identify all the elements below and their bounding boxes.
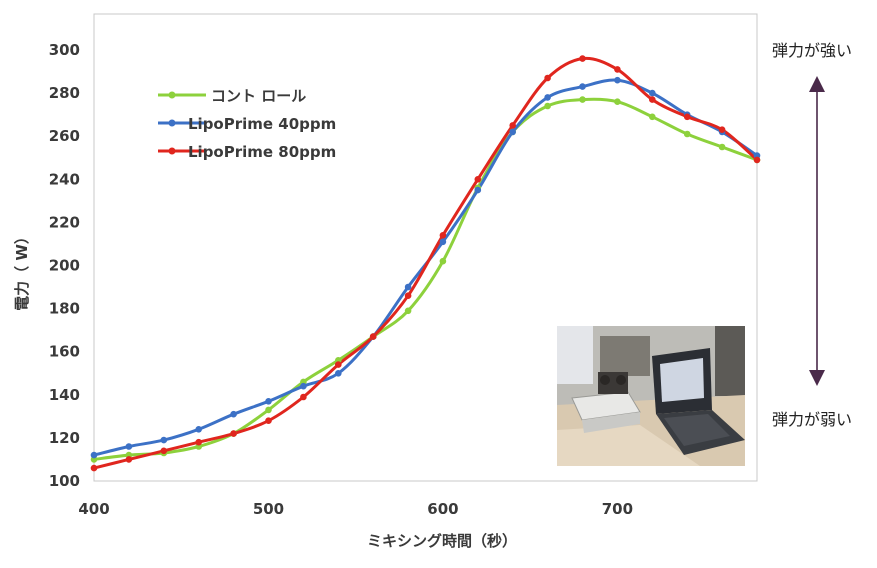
data-point-lipoprime-80 [439,232,447,239]
legend-label-lipoprime-80: LipoPrime 80ppm [188,143,336,161]
y-tick-label: 140 [49,386,80,404]
legend-marker-lipoprime-40 [168,119,176,127]
series-line-lipoprime-80 [93,56,758,470]
data-point-lipoprime-80 [160,447,168,455]
legend-entry-lipoprime-40: LipoPrime 40ppm [158,115,336,133]
y-tick-label: 300 [49,41,80,59]
data-point-control [404,307,412,315]
y-tick-label: 180 [49,300,80,318]
legend-entry-lipoprime-80: LipoPrime 80ppm [158,143,336,161]
data-point-lipoprime-40 [160,436,168,444]
y-tick-label: 280 [49,84,80,102]
data-point-lipoprime-80 [544,74,551,82]
series-line-control [93,97,758,461]
y-tick-label: 120 [49,429,80,447]
data-point-control [544,102,551,110]
data-point-lipoprime-40 [125,443,133,450]
data-point-lipoprime-80 [369,333,377,340]
y-tick-label: 100 [49,472,80,490]
y-tick-label: 260 [49,127,80,145]
y-tick-label: 240 [49,170,80,188]
legend-entry-control: コント ロール [158,87,306,105]
x-tick-label: 500 [253,500,284,518]
data-point-lipoprime-80 [579,55,586,62]
data-point-control [265,406,272,414]
legend-marker-control [168,91,176,99]
data-point-lipoprime-40 [265,398,272,405]
data-point-lipoprime-80 [649,96,656,103]
data-point-lipoprime-40 [509,128,516,136]
annotation-strong: 弾力が強い [772,41,852,60]
data-point-control [649,113,656,121]
annotation-weak: 弾力が弱い [772,410,852,429]
data-point-lipoprime-80 [753,156,761,164]
data-point-lipoprime-80 [335,361,342,368]
data-point-lipoprime-80 [230,430,237,437]
plot-area-border [93,13,758,482]
legend-marker-lipoprime-80 [168,147,176,155]
data-point-lipoprime-80 [90,464,98,472]
y-tick-labels: 100 120 140 160 180 200 220 240 260 280 300 [49,41,80,490]
x-axis-title: ミキシング時間（秒） [367,532,517,550]
data-point-lipoprime-80 [683,113,691,121]
data-point-control [718,143,726,151]
data-point-lipoprime-40 [335,370,342,377]
data-point-lipoprime-80 [474,176,482,183]
data-point-lipoprime-80 [404,292,412,300]
data-point-lipoprime-40 [300,382,307,390]
legend-label-control: コント ロール [211,87,306,105]
data-point-lipoprime-40 [90,451,98,459]
data-point-lipoprime-80 [125,456,133,463]
data-point-lipoprime-40 [404,283,412,291]
series-lines [93,56,758,470]
data-point-lipoprime-80 [265,417,272,425]
data-point-lipoprime-40 [474,186,482,194]
data-point-control [614,98,621,105]
y-axis-title: 電力（ W） [13,229,31,311]
data-point-lipoprime-80 [718,126,726,133]
data-point-control [579,96,586,103]
x-tick-labels: 400 500 600 700 [78,500,633,518]
data-point-lipoprime-40 [195,426,202,433]
x-tick-label: 400 [78,500,109,518]
data-point-control [683,130,691,138]
legend-label-lipoprime-40: LipoPrime 40ppm [188,115,336,133]
laptop-and-mixer-photo [557,326,745,466]
data-point-control [439,257,447,265]
y-tick-label: 200 [49,257,80,275]
data-point-lipoprime-80 [614,66,621,73]
data-point-lipoprime-40 [614,76,621,84]
data-point-lipoprime-40 [649,89,656,97]
data-point-lipoprime-80 [195,438,202,446]
x-tick-label: 700 [602,500,633,518]
data-point-lipoprime-40 [579,83,586,90]
series-points [90,55,761,472]
legend: コント ロール LipoPrime 40ppm LipoPrime 80ppm [158,87,336,161]
data-point-lipoprime-80 [300,393,307,401]
data-point-lipoprime-40 [230,410,237,418]
data-point-lipoprime-40 [439,238,447,246]
x-tick-label: 600 [427,500,458,518]
data-point-lipoprime-80 [509,122,516,129]
y-tick-label: 160 [49,343,80,361]
y-tick-label: 220 [49,213,80,231]
data-point-lipoprime-40 [544,94,551,101]
